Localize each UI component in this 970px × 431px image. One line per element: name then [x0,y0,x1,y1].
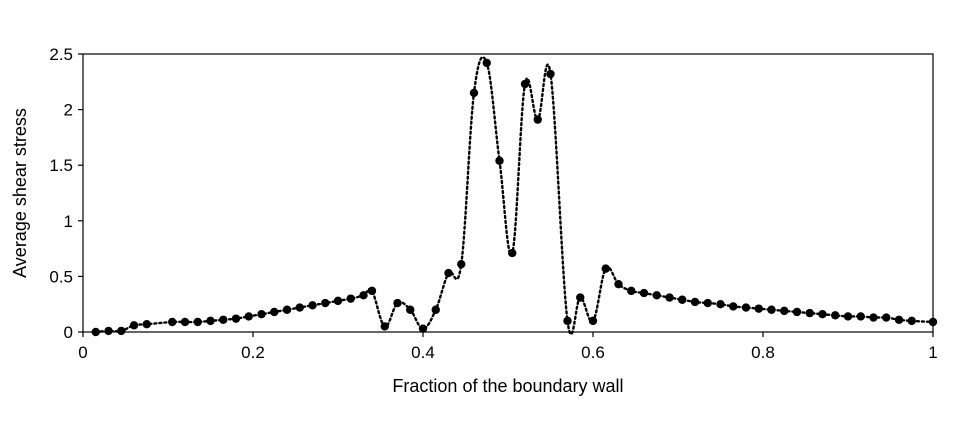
data-point [406,305,415,314]
data-point [869,313,878,322]
tick-marks [78,53,934,337]
y-tick-label: 1 [64,212,73,231]
data-point [418,324,428,333]
data-point [444,268,453,278]
data-point [831,311,840,320]
data-point [882,313,891,322]
data-point [614,279,623,289]
data-point [91,327,100,337]
data-point [843,312,853,321]
plot-frame [82,53,934,333]
data-point [907,316,916,326]
y-tick-label: 0 [64,323,73,342]
x-tick-label: 0.6 [581,343,605,362]
data-point [380,322,389,331]
data-point [193,317,202,327]
data-point [270,307,279,317]
data-point [257,310,266,319]
data-point [928,317,938,327]
x-tick-label: 0.4 [411,343,435,362]
data-point [180,317,190,327]
data-point [231,314,241,323]
data-point [639,288,649,298]
y-tick-label: 2 [64,101,73,120]
data-point [703,298,712,308]
data-point [469,88,479,98]
data-point [117,326,126,336]
data-point [780,306,789,316]
data-point [244,312,253,321]
data-point [333,296,343,306]
data-point [563,316,572,326]
x-tick-label: 0.8 [751,343,775,362]
data-point [508,248,517,258]
data-point [576,293,585,302]
data-point [367,286,377,296]
data-point [792,307,802,317]
data-point [457,259,466,269]
data-point [729,302,738,311]
data-point [295,303,304,312]
data-point [767,305,776,314]
x-tick-labels: 0 0.2 0.4 0.6 0.8 1 [78,343,937,362]
data-point [495,156,504,165]
y-tick-label: 0.5 [49,267,73,286]
data-point [142,320,151,329]
data-point [627,286,636,296]
data-point [359,291,368,300]
series-markers [91,58,938,337]
data-point [533,115,542,124]
y-tick-label: 1.5 [49,156,73,175]
data-point [741,303,751,312]
data-point [546,69,555,79]
x-tick-label: 1 [928,343,937,362]
x-tick-label: 0.2 [241,343,265,362]
data-point [219,315,228,324]
data-point [129,321,139,330]
data-point [665,293,674,302]
data-point [308,301,317,310]
data-point [856,312,865,321]
data-point [690,297,700,307]
data-point [104,326,113,336]
data-point [601,264,610,273]
data-point [206,316,215,326]
x-axis-label: Fraction of the boundary wall [392,376,623,396]
x-tick-label: 0 [78,343,87,362]
y-tick-label: 2.5 [49,45,73,64]
data-point [520,79,530,89]
data-point [431,305,440,314]
y-axis-label: Average shear stress [10,108,30,278]
data-point [282,305,292,314]
data-point [754,304,763,313]
series-line [94,56,935,336]
y-tick-labels: 0 0.5 1 1.5 2 2.5 [49,45,73,342]
data-point [482,58,491,68]
data-point [818,310,827,319]
data-point [805,308,814,318]
data-point [346,294,355,303]
data-point [321,298,330,308]
data-point [652,291,661,300]
data-point [393,298,402,308]
data-point [588,316,598,326]
data-point [894,315,904,324]
data-point [168,317,177,327]
data-point [678,295,687,304]
data-point [716,300,725,309]
